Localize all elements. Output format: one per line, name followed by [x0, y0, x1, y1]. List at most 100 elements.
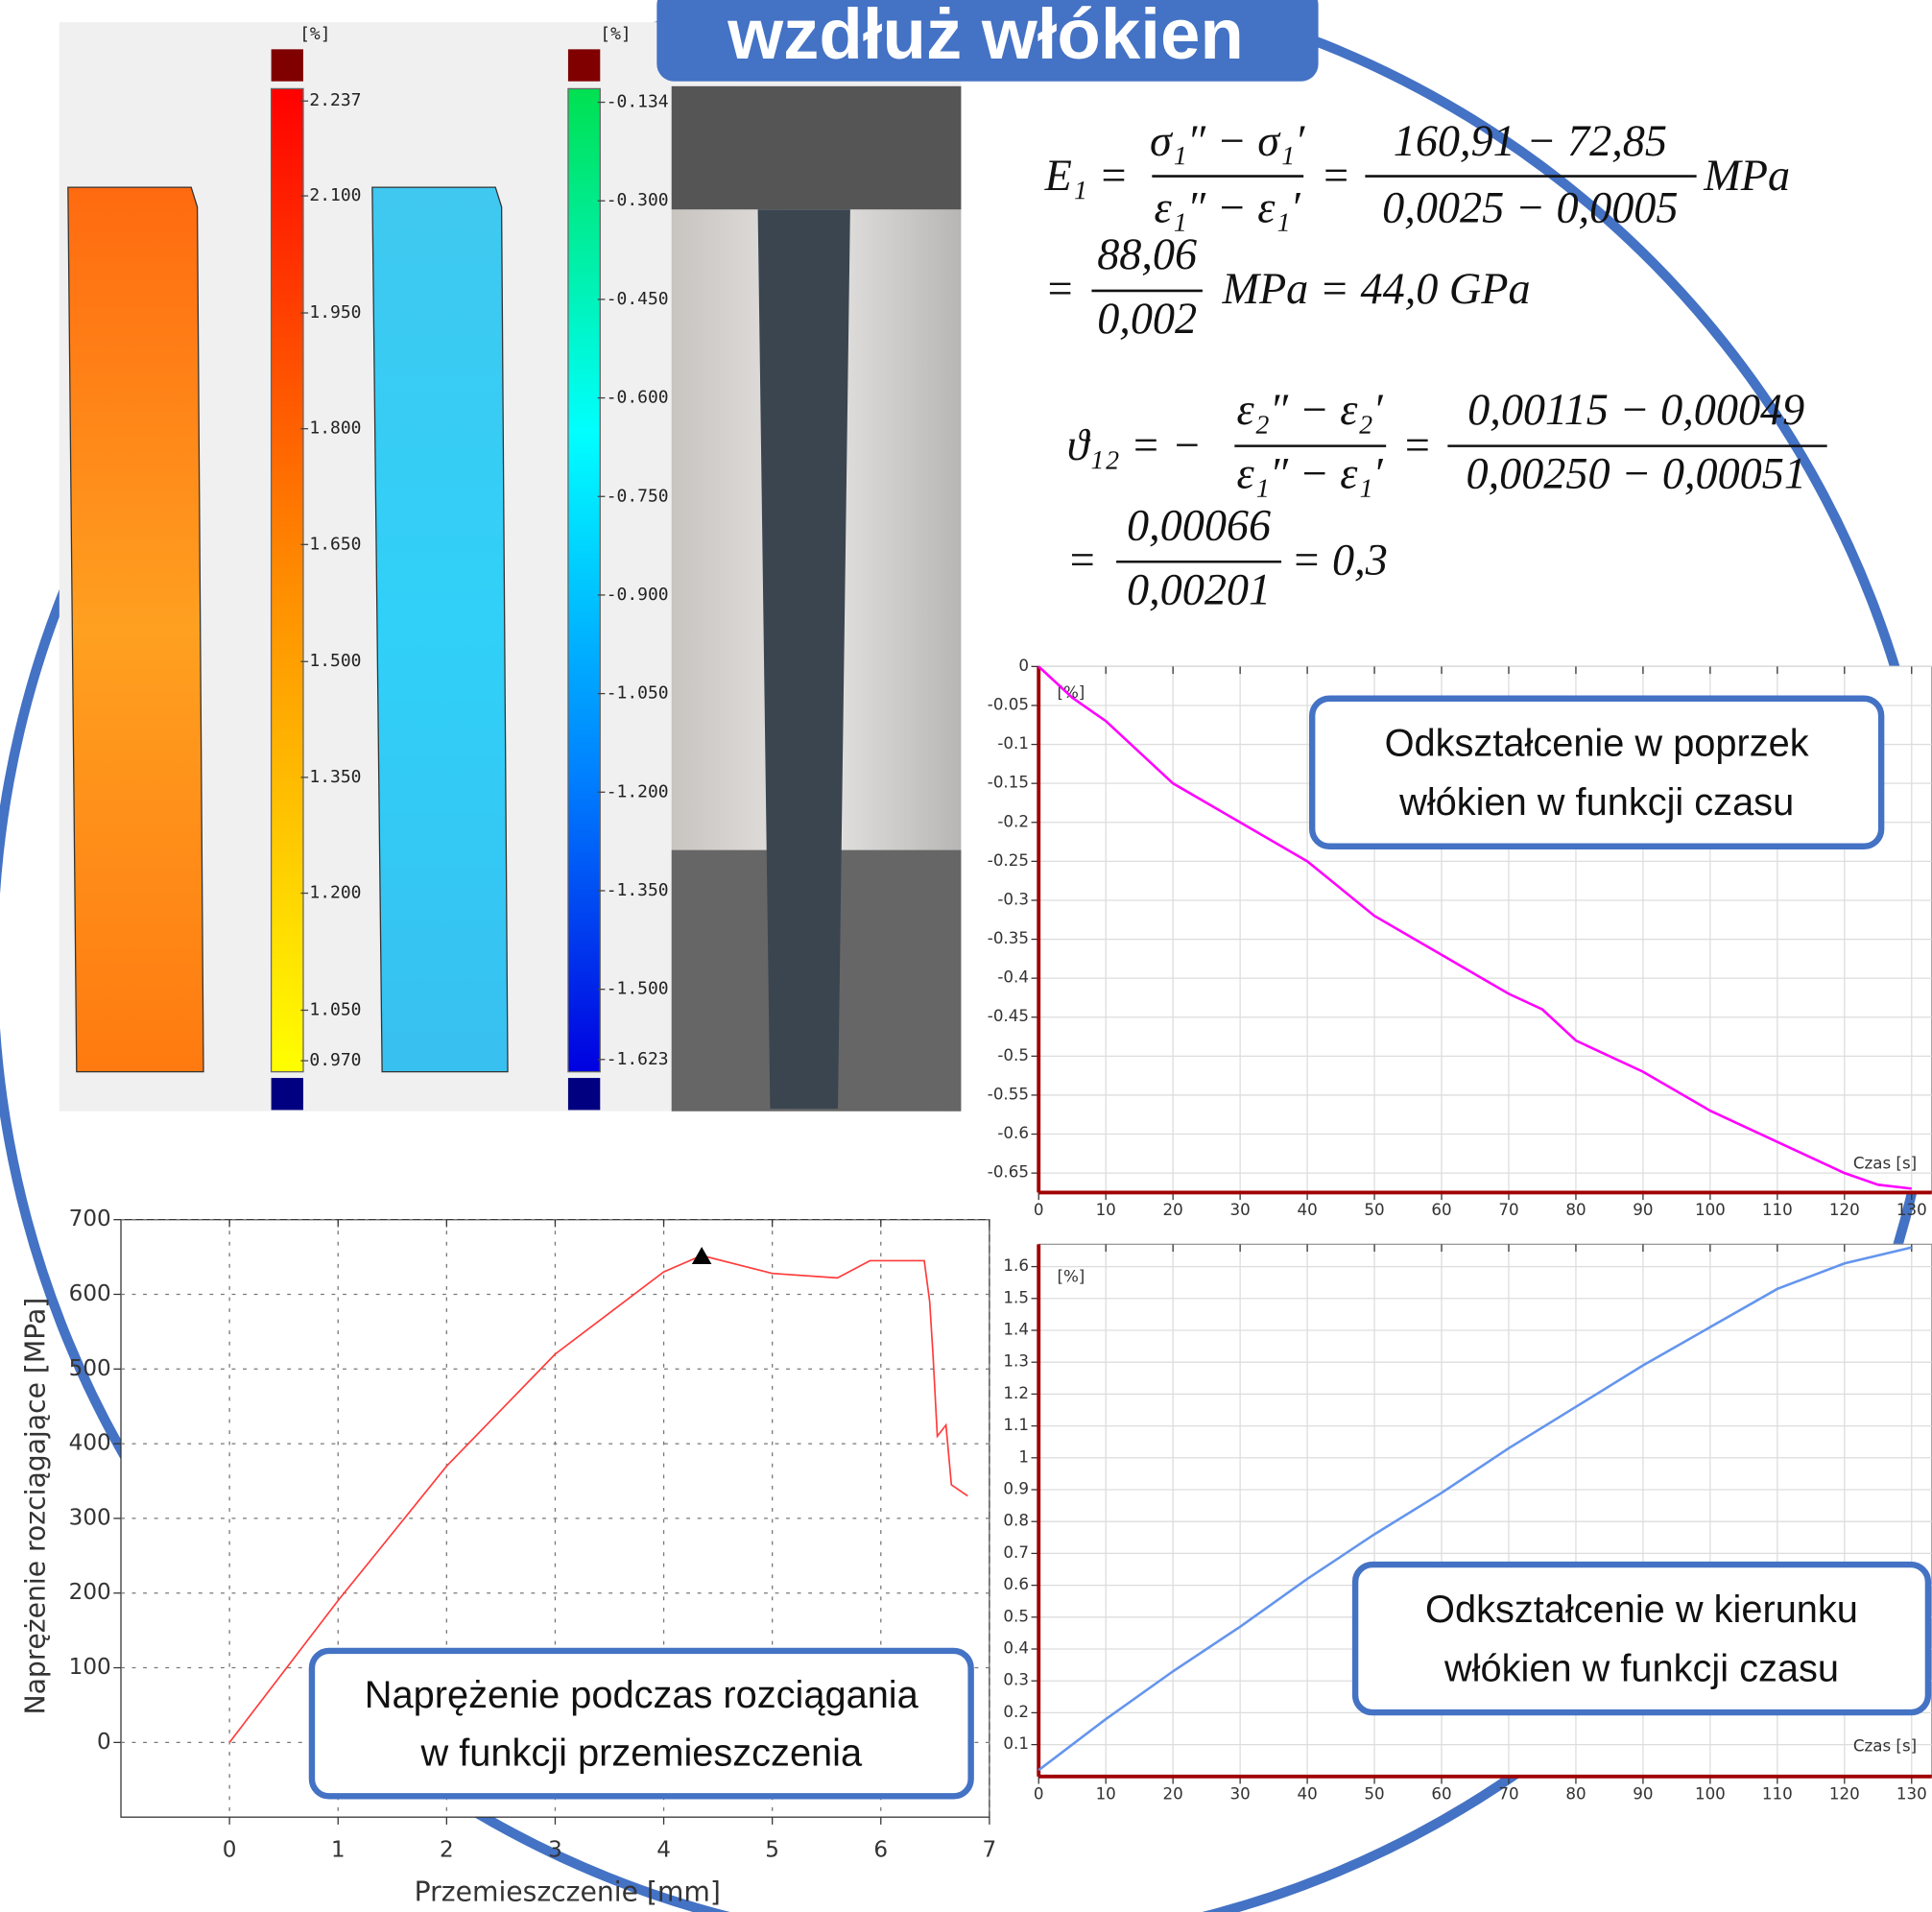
x-tick-label: 120 [1829, 1201, 1860, 1219]
colorbar-label: 1.500 [309, 651, 361, 671]
formula-text: σ₁″ − σ₁′ [1150, 116, 1305, 165]
formula-text: ϑ₁₂ = − [1067, 420, 1202, 469]
colorbar-label: -0.300 [607, 190, 669, 210]
colorbar-label: 2.237 [309, 90, 361, 110]
formula-text: 160,91 − 72,85 [1394, 116, 1667, 165]
annotation-text: Odkształcenie w poprzek [1385, 723, 1809, 765]
colorbar-label: -1.200 [607, 781, 669, 801]
x-tick-label: 0 [223, 1837, 237, 1862]
colorbar-cap [568, 49, 600, 81]
formula-text: = 0,3 [1291, 535, 1387, 584]
y-tick-label: 700 [69, 1207, 111, 1231]
x-tick-label: 1 [331, 1837, 346, 1862]
y-tick-label: 600 [69, 1281, 111, 1306]
colorbar-label: -0.134 [607, 92, 669, 112]
y-tick-label: 1.6 [1003, 1256, 1029, 1275]
x-tick-label: 50 [1364, 1785, 1384, 1804]
y-tick-label: 0.9 [1003, 1479, 1029, 1497]
y-tick-label: -0.35 [988, 929, 1029, 947]
formula-text: 0,00115 − 0,00049 [1467, 385, 1804, 434]
y-tick-label: -0.4 [997, 968, 1029, 987]
x-tick-label: 30 [1230, 1201, 1251, 1219]
formula-text: 0,002 [1097, 294, 1197, 343]
formula-text: 0,00066 [1127, 501, 1271, 550]
x-tick-label: 40 [1297, 1785, 1317, 1804]
page: [%] [%] 2.2372.1001.9501.8001.6501.5001.… [0, 0, 1932, 1912]
x-tick-label: 30 [1230, 1785, 1251, 1804]
y-tick-label: 0 [1018, 657, 1029, 675]
x-tick-label: 60 [1431, 1785, 1451, 1804]
x-tick-label: 90 [1633, 1785, 1653, 1804]
x-tick-label: 90 [1633, 1201, 1653, 1219]
colorbar-label: -1.350 [607, 880, 669, 900]
x-axis-label: Czas [s] [1853, 1737, 1917, 1756]
annotation-box [1312, 699, 1881, 847]
x-tick-label: 60 [1431, 1201, 1451, 1219]
y-tick-label: -0.3 [997, 890, 1029, 908]
y-tick-label: 0 [97, 1730, 111, 1755]
x-tick-label: 4 [656, 1837, 671, 1862]
formula-text: ε₁″ − ε₁′ [1155, 182, 1301, 231]
colorbar [272, 88, 303, 1071]
y-tick-label: -0.25 [988, 851, 1029, 870]
y-tick-label: 400 [69, 1431, 111, 1456]
colorbar-label: -0.900 [607, 585, 669, 605]
formula-text: ε₁″ − ε₁′ [1237, 449, 1384, 498]
colorbar-cap [272, 49, 303, 81]
annotation-box [1355, 1565, 1928, 1712]
colorbar-unit: [%] [600, 24, 631, 44]
formula-text: = [1045, 264, 1075, 313]
colorbar-label: -1.500 [607, 979, 669, 999]
x-tick-label: 0 [1034, 1201, 1044, 1219]
x-tick-label: 3 [548, 1837, 562, 1862]
y-tick-label: -0.05 [988, 695, 1029, 713]
y-tick-label: 1 [1018, 1447, 1029, 1466]
y-tick-label: 200 [69, 1580, 111, 1605]
formula-text: 0,00201 [1127, 564, 1271, 613]
colorbar-label: 1.950 [309, 302, 361, 323]
x-tick-label: 130 [1896, 1785, 1927, 1804]
colorbar-label: 1.050 [309, 999, 361, 1019]
x-tick-label: 20 [1163, 1785, 1183, 1804]
x-tick-label: 110 [1762, 1785, 1793, 1804]
formula-text: = [1067, 535, 1097, 584]
x-tick-label: 2 [440, 1837, 454, 1862]
y-tick-label: 1.1 [1003, 1416, 1029, 1434]
y-tick-label: -0.15 [988, 774, 1029, 792]
y-tick-label: 0.2 [1003, 1703, 1029, 1721]
y-tick-label: 0.4 [1003, 1639, 1029, 1658]
y-tick-label: 1.5 [1003, 1288, 1029, 1306]
colorbar-label: 1.350 [309, 767, 361, 787]
colorbar-label: 1.800 [309, 418, 361, 439]
x-tick-label: 80 [1565, 1201, 1586, 1219]
x-tick-label: 110 [1762, 1201, 1793, 1219]
y-tick-label: 0.1 [1003, 1734, 1029, 1753]
colorbar-label: -0.600 [607, 388, 669, 408]
y-tick-label: -0.5 [997, 1046, 1029, 1064]
annotation-text: Naprężenie podczas rozciągania [365, 1674, 919, 1716]
x-tick-label: 100 [1695, 1201, 1726, 1219]
y-tick-label: 300 [69, 1505, 111, 1530]
colorbar-cap [272, 1078, 303, 1110]
photo-grip [672, 86, 962, 209]
title: wzdłuż włókien [727, 0, 1244, 74]
colorbar-label: -1.050 [607, 683, 669, 704]
x-tick-label: 50 [1364, 1201, 1384, 1219]
x-tick-label: 10 [1096, 1201, 1116, 1219]
y-tick-label: -0.65 [988, 1163, 1029, 1182]
photo-specimen [758, 209, 850, 1109]
annotation-text: włókien w funkcji czasu [1443, 1647, 1839, 1689]
x-tick-label: 70 [1498, 1785, 1518, 1804]
colorbar-label: -1.623 [607, 1049, 669, 1069]
y-axis-label: [%] [1057, 1267, 1085, 1285]
x-tick-label: 10 [1096, 1785, 1116, 1804]
annotation-box [312, 1651, 971, 1796]
x-axis-label: Przemieszczenie [mm] [415, 1876, 721, 1908]
colorbar-label: 2.100 [309, 185, 361, 205]
y-tick-label: 0.6 [1003, 1575, 1029, 1593]
y-axis-label: Naprężenie rozciągające [MPa] [20, 1298, 52, 1715]
x-axis-label: Czas [s] [1853, 1154, 1917, 1172]
formula-text: MPa = 44,0 GPa [1221, 264, 1530, 313]
y-tick-label: 0.8 [1003, 1512, 1029, 1530]
x-tick-label: 6 [873, 1837, 888, 1862]
